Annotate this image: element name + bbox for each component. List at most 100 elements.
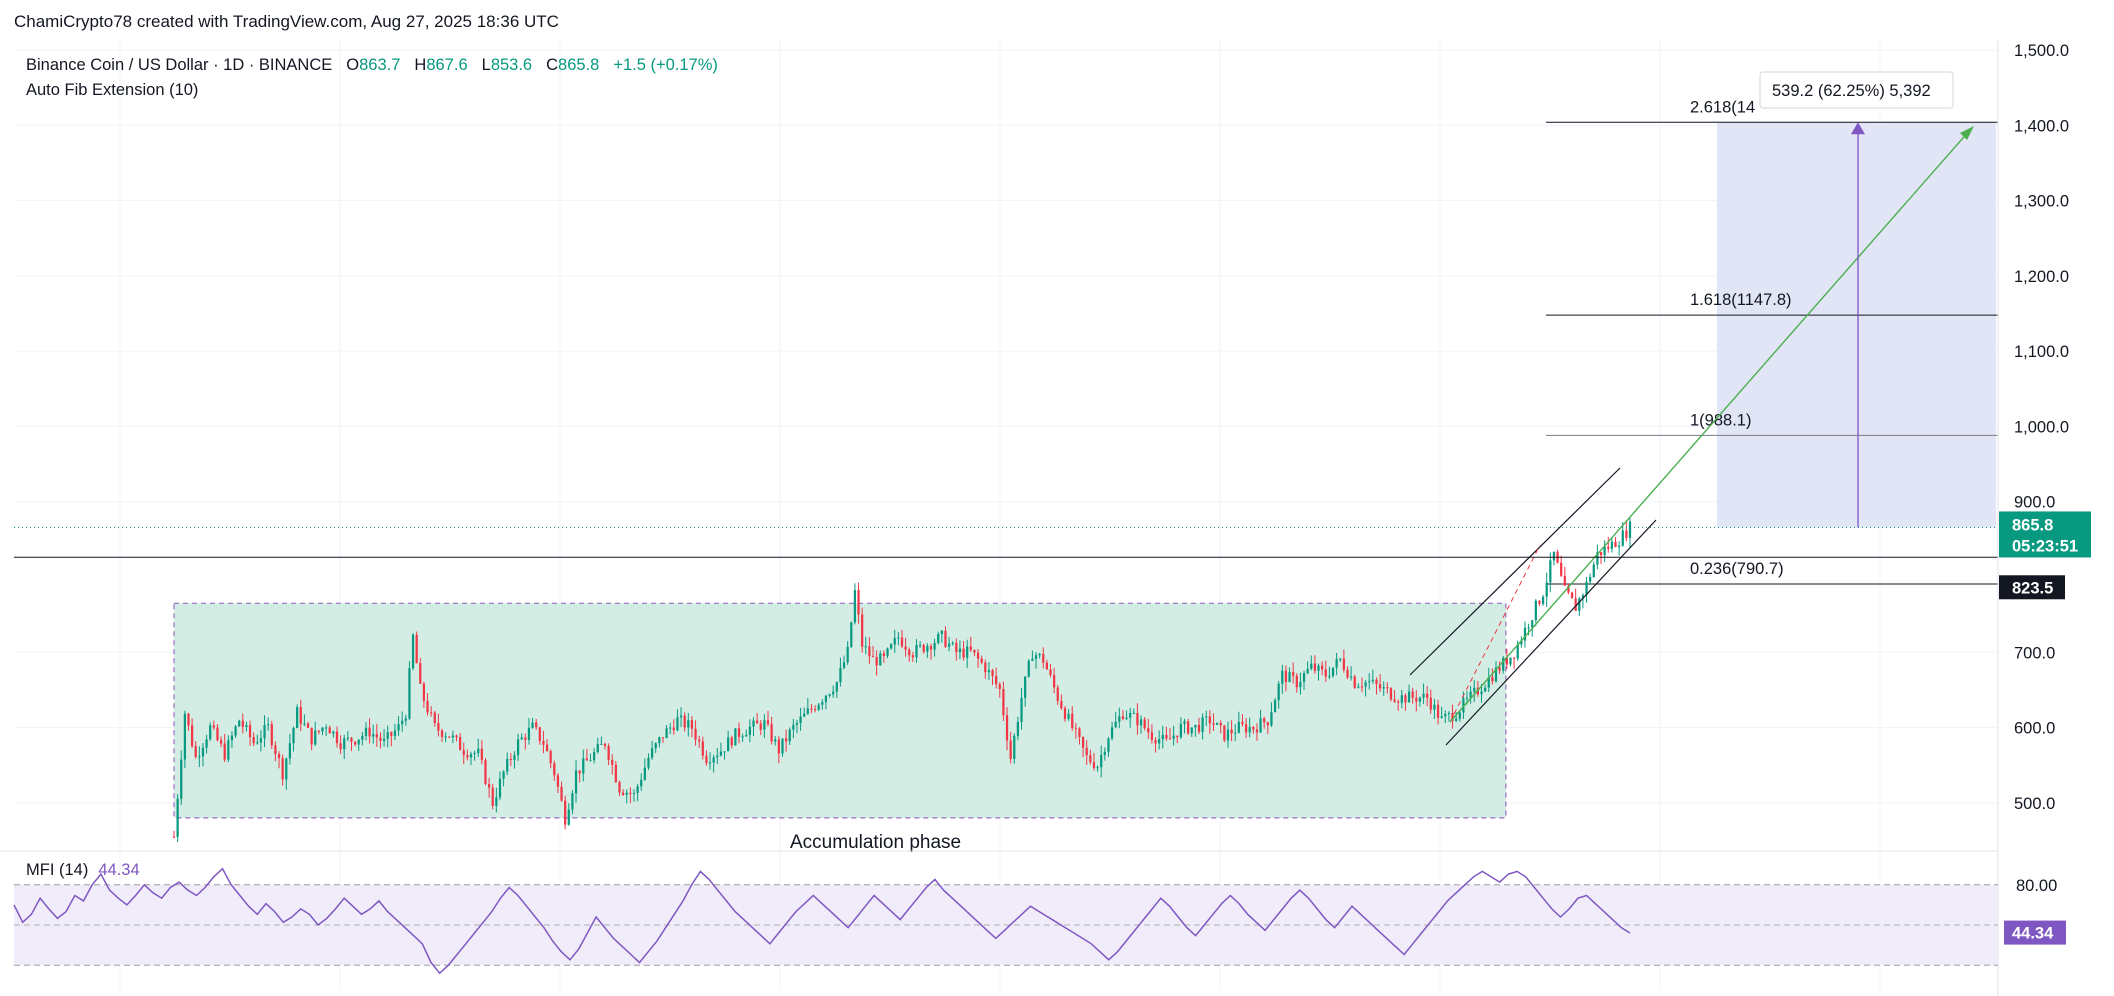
- candle: [564, 795, 567, 830]
- candle: [397, 715, 400, 736]
- candle: [879, 650, 882, 666]
- candle: [343, 734, 346, 760]
- candle: [1321, 661, 1324, 676]
- candle-countdown-label: 05:23:51: [2012, 537, 2078, 555]
- candle: [871, 645, 875, 658]
- grid-lines: [14, 40, 1998, 990]
- candle: [1451, 704, 1454, 729]
- candle: [538, 726, 541, 745]
- candle: [513, 751, 516, 769]
- candle: [1237, 711, 1240, 734]
- indicator-name[interactable]: Auto Fib Extension (10): [26, 81, 199, 99]
- candle: [1331, 667, 1335, 678]
- candle: [524, 733, 527, 750]
- candle: [1158, 730, 1161, 750]
- candle: [194, 741, 197, 759]
- candle: [698, 735, 701, 749]
- candle: [582, 749, 585, 782]
- candle: [1299, 672, 1302, 695]
- mfi-axis[interactable]: 80.00: [2016, 877, 2057, 895]
- candle: [408, 661, 411, 721]
- candle: [1339, 657, 1342, 662]
- projection-label-box: 539.2 (62.25%) 5,392: [1759, 71, 1954, 109]
- candle: [868, 637, 871, 664]
- candle: [1491, 668, 1494, 685]
- candle: [469, 751, 473, 766]
- trend-arrow[interactable]: [1449, 129, 1971, 723]
- candle: [1002, 681, 1005, 721]
- candle: [498, 771, 502, 801]
- fib-level[interactable]: 1.618(1147.8): [1546, 291, 1998, 316]
- candle: [1538, 600, 1541, 606]
- candle: [567, 803, 570, 826]
- channel-upper[interactable]: [1409, 467, 1621, 676]
- candle: [578, 770, 581, 783]
- chart-attribution: ChamiCrypto78 created with TradingView.c…: [14, 12, 559, 31]
- candle: [1005, 707, 1009, 751]
- candle: [270, 720, 273, 750]
- candle: [1393, 690, 1396, 703]
- candle: [976, 648, 980, 668]
- low-value: 853.6: [490, 56, 533, 74]
- candle: [1034, 652, 1038, 669]
- candle: [922, 643, 925, 654]
- fib-level-label: 2.618(14: [1690, 98, 1755, 116]
- candle: [1205, 710, 1208, 727]
- candle: [1067, 709, 1070, 721]
- candle: [535, 718, 538, 730]
- candle: [853, 583, 857, 625]
- candle: [1252, 726, 1255, 734]
- candle: [904, 637, 907, 657]
- candle: [603, 742, 607, 750]
- candle: [1556, 549, 1559, 564]
- candle: [969, 636, 972, 652]
- candle: [455, 734, 458, 742]
- candle: [1342, 649, 1345, 673]
- candle: [556, 773, 560, 794]
- candle: [209, 722, 212, 742]
- candle: [734, 728, 737, 746]
- candle: [1266, 721, 1269, 735]
- fib-level[interactable]: 2.618(14: [1546, 98, 1998, 123]
- candle: [1038, 652, 1041, 659]
- candle: [252, 732, 255, 747]
- candle: [190, 718, 194, 748]
- candle: [545, 738, 549, 752]
- candle: [1190, 727, 1193, 737]
- candle: [918, 641, 922, 649]
- candle: [212, 720, 215, 731]
- candle: [1234, 724, 1237, 742]
- level-badge: 823.5: [1999, 575, 2065, 600]
- candle: [1063, 706, 1067, 722]
- candle: [1567, 583, 1570, 595]
- symbol-legend[interactable]: Binance Coin / US Dollar · 1D · BINANCE O…: [26, 53, 718, 103]
- candle: [944, 626, 947, 649]
- candle: [650, 740, 654, 760]
- candle: [1074, 722, 1077, 739]
- candle: [784, 729, 788, 752]
- price-tick-label: 600.0: [2014, 720, 2055, 738]
- fib-level[interactable]: 0.236(790.7): [1546, 560, 1998, 585]
- mfi-legend[interactable]: MFI (14) 44.34: [26, 861, 140, 880]
- candle: [223, 733, 226, 763]
- accumulation-zone[interactable]: [173, 602, 1507, 819]
- candle: [676, 709, 679, 732]
- candle: [1270, 702, 1273, 727]
- candle: [1118, 707, 1121, 729]
- candle: [1436, 699, 1440, 725]
- fib-level-label: 0.236(790.7): [1690, 560, 1784, 578]
- candle: [1357, 683, 1360, 689]
- symbol-name[interactable]: Binance Coin / US Dollar · 1D · BINANCE: [26, 56, 333, 74]
- candle: [205, 734, 208, 754]
- candle: [401, 711, 404, 732]
- candle: [1212, 713, 1215, 731]
- candle: [1375, 677, 1378, 695]
- candle: [1415, 690, 1418, 712]
- candle: [1165, 726, 1168, 741]
- projection-box[interactable]: [1717, 122, 1996, 528]
- candle: [611, 754, 614, 775]
- price-axis[interactable]: 500.0 600.0 700.0 900.0 1,000.0 1,100.0 1,200.…: [2014, 42, 2069, 813]
- candle: [259, 730, 263, 752]
- fib-level[interactable]: 1(988.1): [1546, 411, 1998, 436]
